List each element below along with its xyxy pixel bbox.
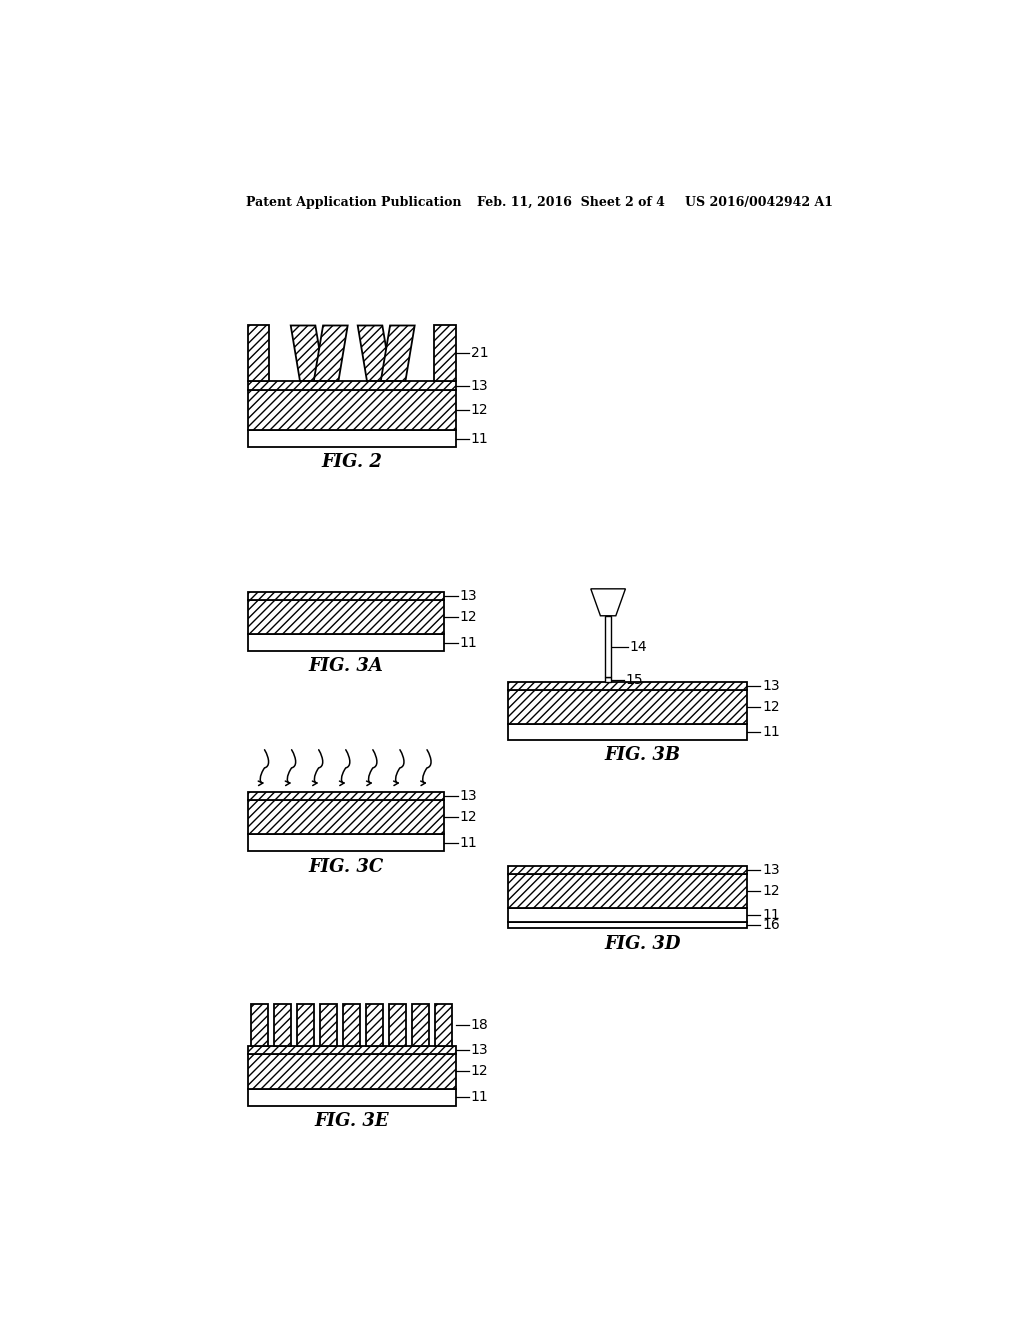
Bar	[248, 800, 444, 834]
Bar	[248, 599, 444, 635]
Text: US 2016/0042942 A1: US 2016/0042942 A1	[685, 195, 833, 209]
Bar	[248, 391, 456, 430]
Text: 12: 12	[762, 700, 779, 714]
Bar	[248, 381, 456, 391]
Bar	[508, 682, 746, 689]
Bar	[248, 1089, 456, 1106]
Bar	[248, 792, 444, 800]
Polygon shape	[591, 589, 626, 615]
Text: 11: 11	[762, 908, 779, 923]
Polygon shape	[434, 326, 456, 381]
Text: FIG. 3C: FIG. 3C	[308, 858, 383, 875]
Polygon shape	[357, 326, 391, 381]
Text: FIG. 3D: FIG. 3D	[604, 935, 681, 953]
Text: 15: 15	[625, 673, 643, 686]
Text: 11: 11	[460, 836, 477, 850]
Bar	[248, 834, 444, 851]
Text: 11: 11	[471, 432, 488, 446]
Text: Patent Application Publication: Patent Application Publication	[246, 195, 462, 209]
Bar	[508, 874, 746, 908]
Bar	[605, 615, 610, 677]
Text: 13: 13	[460, 589, 477, 603]
Bar	[248, 430, 456, 447]
Text: 12: 12	[460, 610, 477, 624]
Bar	[605, 677, 611, 682]
Bar	[297, 1003, 313, 1047]
Polygon shape	[313, 326, 348, 381]
FancyArrowPatch shape	[312, 750, 323, 785]
Text: 18: 18	[471, 1018, 488, 1032]
Bar	[248, 591, 444, 599]
Text: 11: 11	[762, 725, 779, 739]
Text: Feb. 11, 2016  Sheet 2 of 4: Feb. 11, 2016 Sheet 2 of 4	[477, 195, 665, 209]
Bar	[508, 725, 746, 739]
Text: 16: 16	[762, 919, 779, 932]
Bar	[273, 1003, 291, 1047]
Text: 13: 13	[460, 789, 477, 803]
Text: 13: 13	[471, 379, 488, 392]
Text: 11: 11	[460, 636, 477, 649]
Bar	[508, 908, 746, 923]
Bar	[508, 690, 746, 725]
Text: 13: 13	[762, 863, 779, 876]
Text: 14: 14	[630, 640, 647, 653]
Text: 13: 13	[762, 678, 779, 693]
Text: FIG. 2: FIG. 2	[322, 453, 382, 471]
Bar	[389, 1003, 407, 1047]
Bar	[343, 1003, 360, 1047]
Bar	[248, 1047, 456, 1053]
FancyArrowPatch shape	[340, 750, 350, 785]
Bar	[508, 923, 746, 928]
Bar	[367, 1003, 383, 1047]
Bar	[413, 1003, 429, 1047]
FancyArrowPatch shape	[367, 750, 377, 785]
Bar	[508, 866, 746, 874]
FancyArrowPatch shape	[258, 750, 268, 785]
Polygon shape	[248, 326, 269, 381]
FancyArrowPatch shape	[393, 750, 404, 785]
Polygon shape	[291, 326, 325, 381]
Text: FIG. 3B: FIG. 3B	[604, 746, 681, 764]
FancyArrowPatch shape	[286, 750, 296, 785]
Bar	[248, 1053, 456, 1089]
Text: 12: 12	[460, 810, 477, 824]
Text: 13: 13	[471, 1043, 488, 1057]
Bar	[319, 1003, 337, 1047]
Polygon shape	[381, 326, 415, 381]
Text: 12: 12	[471, 403, 488, 417]
Text: 11: 11	[471, 1090, 488, 1104]
Text: FIG. 3E: FIG. 3E	[314, 1111, 389, 1130]
Bar	[435, 1003, 453, 1047]
Text: 12: 12	[471, 1064, 488, 1078]
Text: 21: 21	[471, 346, 488, 360]
Text: 12: 12	[762, 884, 779, 898]
Text: FIG. 3A: FIG. 3A	[308, 657, 383, 676]
Bar	[251, 1003, 267, 1047]
Bar	[248, 635, 444, 651]
FancyArrowPatch shape	[421, 750, 431, 785]
